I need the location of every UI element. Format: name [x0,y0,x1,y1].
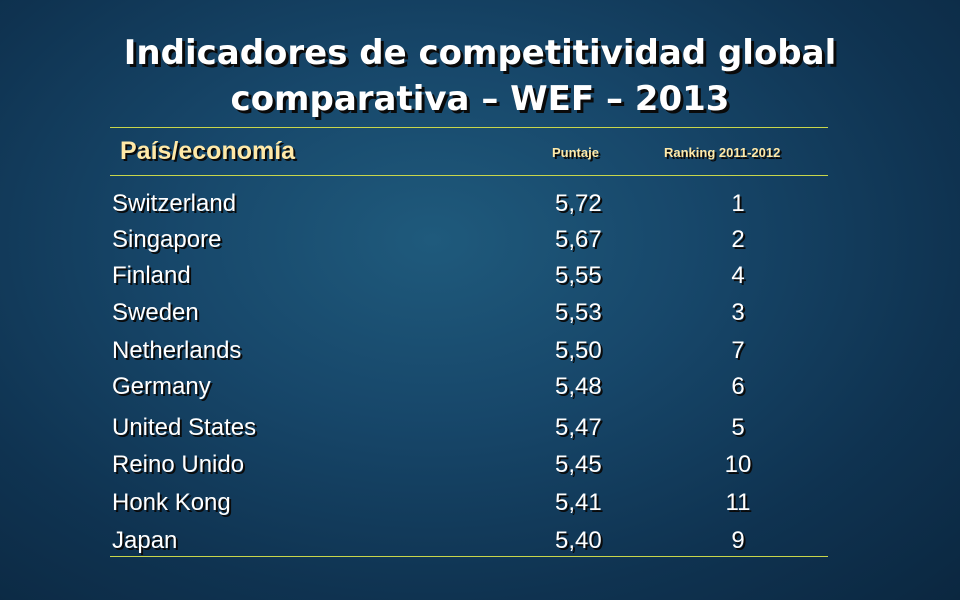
rank-cell: 5 [731,414,745,441]
rank-cell: 11 [725,489,751,516]
country-cell: Germany [112,373,211,400]
rank-cell: 10 [724,451,752,478]
header-country: País/economía [120,137,296,165]
table-row: Finland 5,55 4 [0,258,960,294]
slide-title-line-2: comparativa – WEF – 2013 [230,79,730,119]
table-row: Switzerland 5,72 1 [0,186,960,222]
slide-title: Indicadores de competitividad global com… [0,30,960,122]
country-cell: Sweden [112,299,199,326]
country-cell: Singapore [112,226,222,253]
score-cell: 5,72 [555,190,602,217]
table-row: Reino Unido 5,45 10 [0,447,960,483]
table-row: Singapore 5,67 2 [0,222,960,258]
rank-cell: 3 [731,299,745,326]
country-cell: Finland [112,262,191,289]
score-cell: 5,55 [555,262,602,289]
header-rank: Ranking 2011-2012 [664,145,781,160]
table-row: Sweden 5,53 3 [0,295,960,331]
country-cell: Japan [112,527,178,554]
score-cell: 5,45 [555,451,602,478]
slide-title-line-1: Indicadores de competitividad global [123,33,837,73]
score-cell: 5,40 [555,527,602,554]
table-header-rule [110,175,828,176]
table-row: Honk Kong 5,41 11 [0,485,960,521]
score-cell: 5,41 [555,489,602,516]
score-cell: 5,53 [555,299,602,326]
table-row: United States 5,47 5 [0,410,960,446]
country-cell: Honk Kong [112,489,231,516]
table-top-rule [110,127,828,128]
country-cell: Reino Unido [112,451,245,478]
table-bottom-rule [110,556,828,557]
rank-cell: 2 [731,226,745,253]
country-cell: Netherlands [112,337,242,364]
rank-cell: 7 [731,337,745,364]
score-cell: 5,50 [555,337,602,364]
rank-cell: 1 [731,190,745,217]
score-cell: 5,47 [555,414,602,441]
table-row: Germany 5,48 6 [0,369,960,405]
country-cell: Switzerland [112,190,237,217]
score-cell: 5,48 [555,373,602,400]
rank-cell: 9 [731,527,745,554]
country-cell: United States [112,414,257,441]
score-cell: 5,67 [555,226,602,253]
header-score: Puntaje [552,145,599,160]
rank-cell: 6 [731,373,745,400]
table-row: Netherlands 5,50 7 [0,333,960,369]
table-row: Japan 5,40 9 [0,523,960,559]
rank-cell: 4 [731,262,745,289]
